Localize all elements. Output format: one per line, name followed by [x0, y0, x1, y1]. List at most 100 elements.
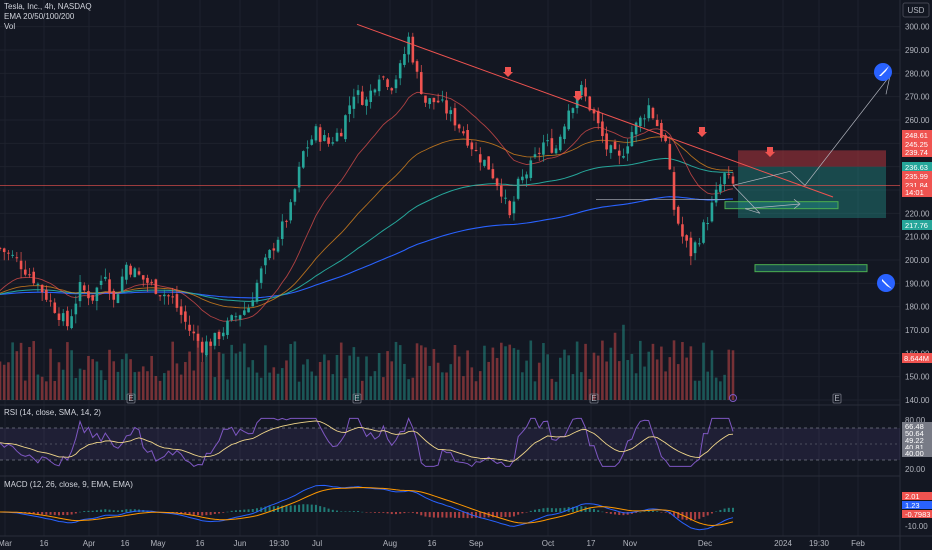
macd-hist-bar	[521, 512, 524, 514]
currency-button[interactable]	[902, 2, 930, 18]
macd-hist-bar	[218, 512, 221, 514]
time-label: Jun	[234, 539, 247, 548]
volume-bar	[386, 351, 389, 400]
volume-bar	[66, 342, 69, 400]
volume-bar	[487, 361, 490, 400]
candle-body	[634, 122, 638, 135]
macd-legend[interactable]: MACD (12, 26, close, 9, EMA, EMA)	[4, 480, 133, 489]
macd-hist-bar	[622, 512, 625, 516]
volume-bar	[36, 374, 40, 400]
volume-bar	[108, 349, 111, 400]
candle-body	[200, 341, 204, 353]
candle-body	[723, 173, 726, 185]
candle-body	[32, 271, 36, 284]
volume-bar	[441, 372, 444, 400]
volume-bar	[462, 376, 465, 400]
time-label: 19:30	[809, 539, 830, 548]
candle-body	[504, 197, 507, 199]
price-tick-label: 270.00	[905, 93, 930, 102]
macd-hist-bar	[673, 512, 676, 517]
volume-bar	[238, 351, 242, 400]
down-arrow-markers	[503, 67, 775, 157]
price-tag-label: 231.84	[905, 181, 928, 190]
candle-body	[382, 76, 385, 78]
candle-body	[685, 235, 688, 241]
candle-body	[40, 284, 44, 293]
volume-bar	[697, 380, 701, 400]
volume-bar	[563, 349, 566, 400]
candle-body	[377, 79, 381, 92]
macd-hist-bar	[74, 512, 77, 514]
macd-hist-bar	[504, 512, 507, 517]
candle-body	[167, 295, 170, 297]
volume-bar	[23, 380, 27, 400]
candle-body	[508, 201, 512, 216]
candle-body	[28, 274, 31, 276]
macd-hist-bar	[689, 512, 692, 521]
candle-body	[664, 135, 667, 142]
volume-bar	[727, 349, 731, 400]
macd-hist-bar	[230, 510, 233, 512]
macd-hist-bar	[647, 510, 650, 512]
macd-hist-bar	[559, 508, 562, 512]
vol-legend[interactable]: Vol	[4, 22, 15, 31]
volume-bar	[521, 372, 524, 400]
price-tick-label: 150.00	[905, 373, 930, 382]
volume-bar	[390, 361, 394, 400]
vertical-grid	[4, 0, 859, 536]
rsi-tick-label: 80.00	[905, 416, 926, 425]
macd-hist-bar	[656, 511, 659, 512]
rsi-legend[interactable]: RSI (14, close, SMA, 14, 2)	[4, 408, 101, 417]
macd-hist-bar	[314, 504, 317, 512]
macd-hist-bar	[331, 509, 334, 512]
macd-hist-bar	[597, 510, 600, 512]
macd-hist-bar	[32, 512, 35, 515]
currency-button-label[interactable]: USD	[908, 6, 925, 15]
macd-hist-bar	[378, 512, 381, 513]
macd-hist-bar	[91, 510, 94, 512]
volume-bar	[314, 375, 318, 400]
rocket-body	[874, 63, 892, 81]
candle-body	[424, 95, 427, 103]
zone-target-green[interactable]	[738, 166, 886, 218]
time-label: Feb	[851, 539, 865, 548]
zone-target-small-1[interactable]	[724, 201, 839, 210]
zone-target-small-2[interactable]	[754, 264, 868, 273]
zone-stop-red[interactable]	[738, 150, 886, 167]
volume-bar	[508, 344, 512, 400]
volume-bar	[584, 343, 587, 400]
down-arrow-icon	[573, 91, 583, 101]
rsi-tag-box	[902, 449, 932, 457]
macd-hist-bar	[605, 512, 608, 514]
projection-down-arrowhead	[793, 199, 801, 209]
volume-bar	[2, 364, 6, 400]
macd-hist-bar	[112, 510, 115, 512]
volume-bar	[87, 355, 90, 400]
trend-line[interactable]	[356, 23, 834, 198]
candle-body	[356, 90, 360, 95]
macd-hist-bar	[424, 512, 427, 517]
macd-hist-bar	[340, 511, 343, 512]
macd-hist-bar	[95, 510, 98, 512]
price-tag-label: 14:01	[905, 188, 924, 197]
macd-hist-bar	[496, 512, 499, 518]
candle-body	[268, 249, 271, 259]
candle-body	[120, 276, 124, 292]
time-label: May	[150, 539, 165, 548]
macd-hist-bar	[723, 508, 726, 512]
ema-legend[interactable]: EMA 20/50/100/200	[4, 12, 75, 21]
time-label: Nov	[623, 539, 637, 548]
volume-bar	[537, 362, 541, 400]
price-tick-label: 180.00	[905, 303, 930, 312]
time-axis[interactable]: Mar 16 Apr 16 May 16 Jun 19:30 Jul Aug 16 Sep Oct 17 N…	[0, 539, 865, 548]
candle-body	[546, 140, 549, 142]
symbol-title[interactable]: Tesla, Inc., 4h, NASDAQ	[4, 2, 92, 11]
macd-hist-bar	[180, 512, 183, 514]
time-label: Dec	[698, 539, 712, 548]
candle-body	[213, 332, 217, 346]
candle-body	[529, 160, 533, 178]
macd-hist-bar	[555, 508, 558, 512]
